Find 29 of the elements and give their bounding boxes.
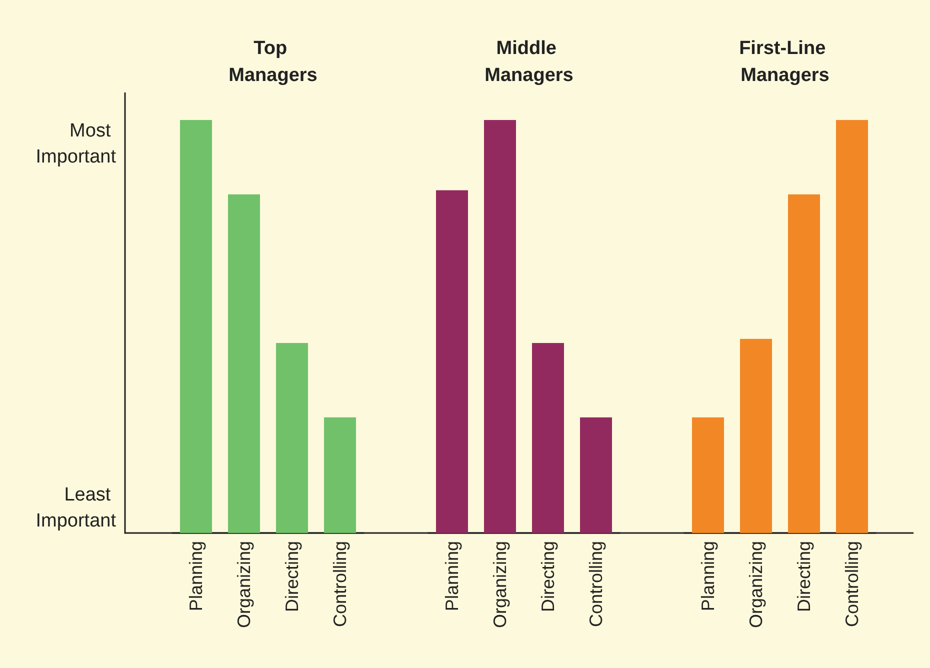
x-tick-label: Organizing — [490, 541, 510, 628]
x-tick-label: Controlling — [330, 541, 350, 628]
x-tick-label: Controlling — [586, 541, 606, 628]
bar — [484, 120, 516, 533]
x-tick-label: Directing — [538, 541, 558, 612]
bar — [276, 343, 308, 533]
chart-title: Top Managers — [228, 38, 318, 86]
x-tick-label: Directing — [794, 541, 814, 612]
x-tick-label: Controlling — [842, 541, 862, 628]
text: Most Important — [36, 120, 117, 168]
bar — [532, 343, 564, 533]
chart-title: Middle Managers — [484, 38, 574, 86]
bar — [740, 338, 772, 533]
x-tick-label: Planning — [698, 541, 718, 612]
bar — [324, 417, 356, 533]
bar — [228, 194, 260, 533]
bar — [836, 120, 868, 533]
x-tick-label: Planning — [442, 541, 462, 612]
chart-title: First-Line Managers — [739, 38, 831, 86]
x-tick-label: Directing — [282, 541, 302, 612]
bar — [788, 194, 820, 533]
bar — [692, 417, 724, 533]
x-tick-label: Planning — [186, 541, 206, 612]
bar — [580, 417, 612, 533]
x-tick-label: Organizing — [234, 541, 254, 628]
text: Least Important — [36, 484, 117, 532]
x-tick-label: Organizing — [746, 541, 766, 628]
bar — [436, 190, 468, 533]
bar — [180, 120, 212, 533]
